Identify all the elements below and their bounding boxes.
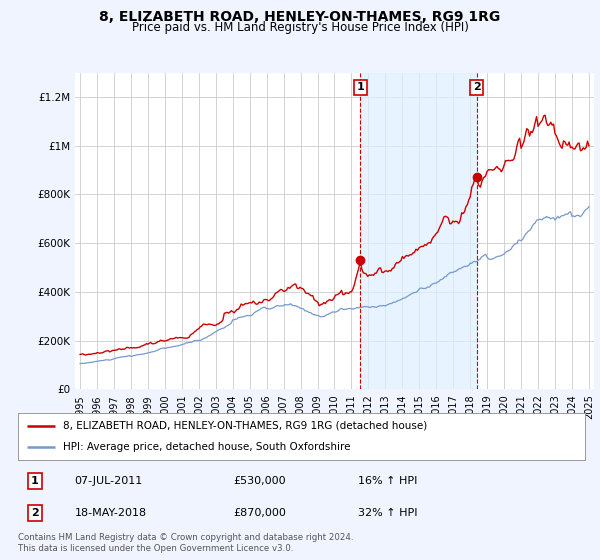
Text: £530,000: £530,000: [233, 476, 286, 486]
Bar: [360, 73, 476, 389]
Text: HPI: Average price, detached house, South Oxfordshire: HPI: Average price, detached house, Sout…: [64, 442, 351, 452]
Text: 07-JUL-2011: 07-JUL-2011: [75, 476, 143, 486]
Text: 32% ↑ HPI: 32% ↑ HPI: [358, 508, 418, 518]
Text: 2: 2: [473, 82, 481, 92]
Text: 16% ↑ HPI: 16% ↑ HPI: [358, 476, 418, 486]
Text: 18-MAY-2018: 18-MAY-2018: [75, 508, 147, 518]
Text: 8, ELIZABETH ROAD, HENLEY-ON-THAMES, RG9 1RG (detached house): 8, ELIZABETH ROAD, HENLEY-ON-THAMES, RG9…: [64, 421, 428, 431]
Text: £870,000: £870,000: [233, 508, 286, 518]
Text: Price paid vs. HM Land Registry's House Price Index (HPI): Price paid vs. HM Land Registry's House …: [131, 21, 469, 34]
Text: 1: 1: [356, 82, 364, 92]
Text: Contains HM Land Registry data © Crown copyright and database right 2024.
This d: Contains HM Land Registry data © Crown c…: [18, 533, 353, 553]
Text: 8, ELIZABETH ROAD, HENLEY-ON-THAMES, RG9 1RG: 8, ELIZABETH ROAD, HENLEY-ON-THAMES, RG9…: [100, 10, 500, 24]
Text: 1: 1: [31, 476, 39, 486]
Text: 2: 2: [31, 508, 39, 518]
